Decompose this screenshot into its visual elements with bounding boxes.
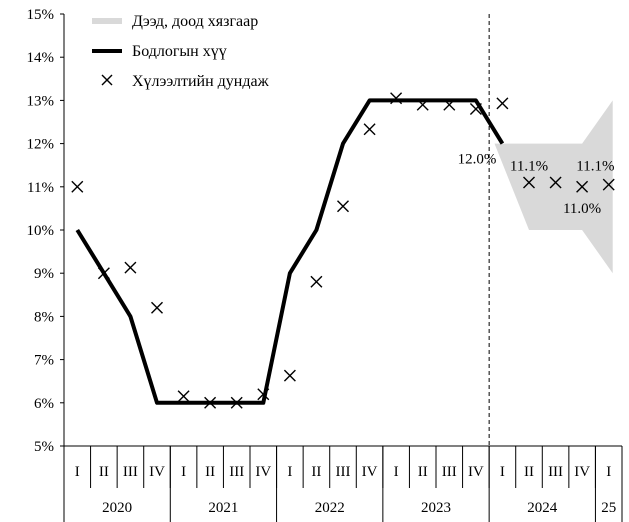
expectation-marker bbox=[549, 176, 562, 189]
forecast-band bbox=[494, 100, 613, 274]
x-quarter-label: III bbox=[548, 464, 563, 480]
x-quarter-label: III bbox=[336, 464, 351, 480]
data-label: 11.1% bbox=[576, 159, 614, 175]
forecast-band-layer bbox=[494, 100, 613, 274]
expectation-marker bbox=[602, 178, 615, 191]
y-tick-label: 5% bbox=[34, 439, 54, 455]
expectation-marker-stroke bbox=[204, 396, 217, 409]
x-quarter-label: IV bbox=[468, 464, 484, 480]
y-tick-label: 10% bbox=[27, 223, 55, 239]
expectation-marker-stroke bbox=[310, 275, 323, 288]
y-tick-label: 14% bbox=[27, 50, 55, 66]
expectation-marker bbox=[576, 180, 589, 193]
expectation-marker bbox=[204, 396, 217, 409]
legend-policy-label: Бодлогын хүү bbox=[132, 43, 227, 60]
data-label: 12.0% bbox=[458, 152, 497, 168]
expectation-marker-stroke bbox=[337, 200, 349, 213]
expectation-marker bbox=[230, 396, 243, 409]
expectation-marker-stroke bbox=[469, 103, 482, 115]
expectation-marker-stroke bbox=[390, 92, 403, 105]
expectation-marker-stroke bbox=[576, 180, 589, 193]
expectation-marker bbox=[337, 200, 349, 213]
expectation-marker bbox=[177, 390, 190, 403]
legend-band-label: Дээд, доод хязгаар bbox=[132, 13, 258, 30]
x-quarter-label: IV bbox=[574, 464, 590, 480]
expectation-marker bbox=[71, 180, 84, 193]
x-quarter-label: II bbox=[524, 464, 534, 480]
x-quarter-label: II bbox=[311, 464, 321, 480]
expectation-marker bbox=[469, 103, 482, 115]
x-year-label: 2023 bbox=[421, 500, 451, 516]
y-tick-label: 13% bbox=[27, 93, 55, 109]
x-quarter-label: II bbox=[205, 464, 215, 480]
x-quarter-label: IV bbox=[255, 464, 271, 480]
expectation-marker bbox=[310, 275, 323, 288]
expectation-marker bbox=[257, 388, 270, 401]
expectation-marker-stroke bbox=[151, 301, 163, 314]
x-quarter-label: I bbox=[606, 464, 611, 480]
expectation-marker-stroke bbox=[602, 178, 615, 191]
x-quarter-label: I bbox=[75, 464, 80, 480]
expectation-marker-stroke bbox=[230, 396, 243, 409]
x-year-label: 25 bbox=[601, 500, 616, 516]
expectation-marker-stroke bbox=[363, 123, 376, 136]
expectation-marker-stroke bbox=[177, 390, 190, 403]
axes-layer: 5%6%7%8%9%10%11%12%13%14%15%I II III IV I II I… bbox=[27, 7, 623, 522]
legend: Дээд, доод хязгаар Бодлогын хүү Хүлээлти… bbox=[92, 13, 270, 90]
expectation-marker bbox=[97, 267, 110, 280]
x-year-label: 2022 bbox=[315, 500, 345, 516]
x-quarter-label: I bbox=[181, 464, 186, 480]
x-quarter-label: IV bbox=[149, 464, 165, 480]
data-label: 11.1% bbox=[510, 159, 548, 175]
x-year-label: 2024 bbox=[527, 500, 558, 516]
y-tick-label: 6% bbox=[34, 396, 54, 412]
expectation-marker-stroke bbox=[283, 369, 296, 382]
x-quarter-label: I bbox=[500, 464, 505, 480]
x-quarter-label: III bbox=[229, 464, 244, 480]
x-year-label: 2020 bbox=[102, 500, 132, 516]
expectation-marker-stroke bbox=[97, 267, 110, 280]
expectation-markers-layer bbox=[71, 92, 615, 409]
data-labels-layer: 12.0% 11.1% 11.1% 11.0% bbox=[458, 152, 615, 217]
x-year-label: 2021 bbox=[208, 500, 238, 516]
x-quarter-label: I bbox=[394, 464, 399, 480]
expectation-marker-stroke bbox=[124, 261, 137, 274]
policy-rate-layer bbox=[75, 98, 505, 405]
expectation-marker bbox=[390, 92, 403, 105]
expectation-marker bbox=[443, 98, 456, 111]
y-tick-label: 11% bbox=[27, 180, 54, 196]
x-quarter-label: I bbox=[287, 464, 292, 480]
expectation-marker-stroke bbox=[443, 98, 456, 111]
expectation-marker bbox=[124, 261, 137, 274]
expectation-marker-stroke bbox=[549, 176, 562, 189]
expectation-marker-stroke bbox=[257, 388, 270, 401]
expectation-marker bbox=[151, 301, 163, 314]
data-label: 11.0% bbox=[563, 201, 601, 217]
y-tick-label: 7% bbox=[34, 353, 54, 369]
expectation-marker bbox=[363, 123, 376, 136]
x-quarter-label: II bbox=[99, 464, 109, 480]
y-tick-label: 9% bbox=[34, 266, 54, 282]
y-tick-label: 15% bbox=[27, 7, 55, 23]
expectation-marker-stroke bbox=[496, 97, 509, 110]
legend-expectation-label: Хүлээлтийн дундаж bbox=[132, 73, 270, 90]
y-tick-label: 12% bbox=[27, 137, 55, 153]
x-quarter-label: III bbox=[442, 464, 457, 480]
x-quarter-label: II bbox=[418, 464, 428, 480]
expectation-marker bbox=[283, 369, 296, 382]
expectation-marker bbox=[523, 176, 535, 189]
expectation-marker bbox=[496, 97, 509, 110]
expectation-marker-stroke bbox=[416, 98, 429, 111]
expectation-marker bbox=[416, 98, 429, 111]
y-tick-label: 8% bbox=[34, 309, 54, 325]
x-quarter-label: IV bbox=[362, 464, 378, 480]
x-quarter-label: III bbox=[123, 464, 138, 480]
legend-expectation-marker bbox=[101, 74, 113, 86]
policy-rate-line bbox=[75, 98, 505, 405]
expectation-marker-stroke bbox=[523, 176, 535, 189]
expectation-marker-stroke bbox=[71, 180, 84, 193]
